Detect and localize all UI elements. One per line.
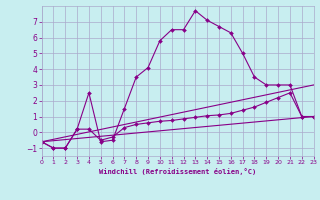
X-axis label: Windchill (Refroidissement éolien,°C): Windchill (Refroidissement éolien,°C) [99,168,256,175]
